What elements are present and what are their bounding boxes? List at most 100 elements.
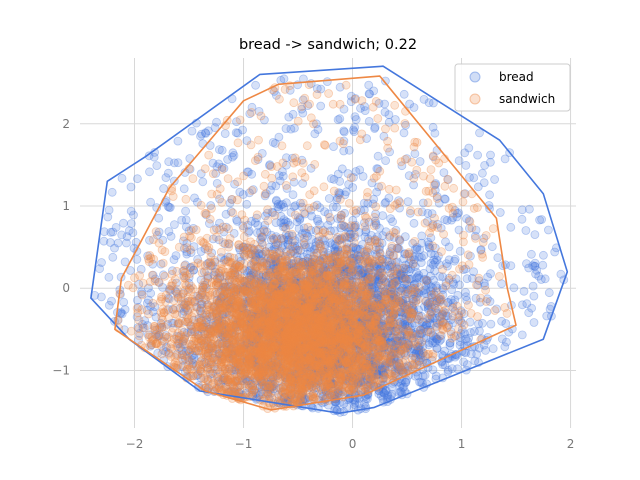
data-point [320,295,330,305]
data-point [275,285,285,295]
data-point [303,329,313,339]
data-point [440,194,450,204]
data-point [211,168,221,178]
data-point [210,302,219,312]
data-point [536,275,546,284]
data-point [381,277,391,287]
data-point [409,103,419,112]
data-point [119,218,128,228]
data-point [187,126,197,136]
data-point [432,255,442,265]
data-point [233,138,243,148]
data-point [328,356,338,366]
data-point [454,156,464,166]
data-point [428,338,438,348]
data-point [284,112,294,122]
data-point [251,80,261,90]
data-point [180,367,190,376]
data-point [335,136,345,146]
data-point [430,257,440,267]
data-point [268,328,278,338]
data-point [288,190,298,200]
data-point [289,275,298,285]
data-point [316,366,325,376]
data-point [334,332,344,342]
data-point [322,77,332,86]
data-point [365,89,375,99]
data-point [455,246,465,256]
data-point [179,184,189,194]
data-point [418,348,428,358]
data-point [386,214,396,224]
data-point [387,368,396,378]
data-point [164,157,174,167]
data-point [134,315,144,325]
data-point [490,175,500,184]
data-point [289,202,299,212]
data-point [285,281,295,291]
data-point [494,271,504,281]
data-point [346,173,356,183]
data-point [493,253,503,263]
data-point [259,115,269,125]
data-point [374,285,384,295]
data-point [331,268,341,278]
data-point [310,327,320,337]
data-point [356,324,366,334]
data-point [205,333,215,343]
data-point [530,258,540,268]
data-point [535,215,544,225]
data-point [104,272,114,282]
data-point [421,296,431,306]
data-point [544,225,553,235]
data-point [261,271,271,281]
data-point [409,173,419,183]
data-point [270,349,280,359]
data-point [409,255,419,265]
data-point [298,334,308,344]
data-point [312,214,322,224]
data-point [409,218,419,228]
data-point [261,297,271,307]
data-point [339,350,349,360]
data-point [364,117,374,126]
data-point [364,337,374,347]
data-point [346,309,356,319]
data-point [174,242,184,252]
data-point [231,289,241,299]
data-point [301,340,311,350]
data-point [384,193,394,203]
data-point [355,376,365,386]
data-point [320,283,330,293]
data-point [314,297,324,307]
data-point [349,308,359,318]
data-point [445,341,455,351]
data-point [189,353,199,363]
data-point [163,293,173,303]
data-point [348,125,358,135]
data-point [238,125,248,135]
data-point [417,231,427,241]
data-point [380,107,390,117]
data-point [299,333,309,342]
data-point [432,343,442,353]
data-point [412,244,422,254]
data-point [293,304,303,314]
data-point [294,224,304,234]
data-point [457,324,467,334]
data-point [381,156,391,166]
data-point [196,300,206,309]
data-point [497,334,507,344]
data-point [330,346,340,356]
data-point [204,150,214,160]
data-point [528,281,538,291]
data-point [509,283,519,293]
data-point [373,151,383,161]
data-point [308,336,318,346]
data-point [198,177,208,187]
data-point [415,157,425,166]
data-point [351,115,361,124]
data-point [379,261,389,271]
data-point [315,304,325,314]
